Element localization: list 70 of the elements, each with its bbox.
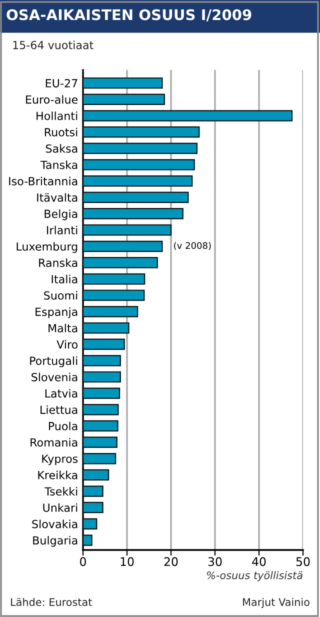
y-tick-label: Slovenia	[32, 372, 78, 382]
x-tick-label: 0	[80, 557, 86, 566]
bar	[83, 518, 98, 530]
bar	[83, 436, 118, 448]
y-tick-label: Ruotsi	[44, 128, 78, 136]
y-tick-label: Unkari	[43, 503, 78, 512]
bar	[83, 77, 163, 89]
x-tick-label: 10	[120, 557, 134, 566]
y-tick-label: Itävalta	[37, 193, 78, 202]
bar	[83, 224, 172, 236]
bar	[83, 290, 145, 301]
y-tick-label: Portugali	[30, 356, 78, 368]
y-tick-label: Belgia	[44, 209, 78, 220]
bar	[83, 126, 200, 138]
bar	[83, 486, 104, 497]
bar	[83, 110, 293, 122]
y-tick-label: Puola	[48, 422, 78, 430]
bar	[83, 159, 195, 170]
y-tick-label: Euro-alue	[26, 95, 78, 104]
chart-subtitle: 15-64 vuotiaat	[13, 40, 94, 50]
y-tick-label: Iso-Britannia	[9, 176, 78, 186]
bar	[83, 257, 158, 268]
bar	[83, 354, 121, 366]
bar	[83, 469, 110, 481]
y-tick-label: Tsekki	[44, 487, 78, 496]
x-tick-label: 20	[164, 557, 178, 566]
bar	[83, 534, 92, 546]
bar	[83, 240, 163, 252]
x-tick-label: 50	[296, 557, 310, 566]
y-tick-label: Malta	[48, 324, 78, 332]
x-tick-label: 30	[208, 557, 222, 566]
y-tick-label: Hollanti	[36, 111, 78, 120]
y-tick-label: Saksa	[46, 144, 78, 153]
chart-title: OSA-AIKAISTEN OSUUS I/2009	[6, 9, 252, 22]
y-tick-label: Romania	[30, 438, 78, 447]
bar	[83, 371, 121, 383]
bar	[83, 192, 189, 203]
annotation: (v 2008)	[174, 242, 211, 250]
bar	[83, 338, 125, 350]
y-tick-label: Irlanti	[47, 226, 78, 234]
y-tick-label: Latvia	[45, 389, 78, 398]
bar	[83, 452, 116, 464]
y-tick-label: EU-27	[46, 79, 78, 88]
bar	[83, 142, 198, 154]
y-tick-label: Italia	[52, 274, 78, 284]
bar	[83, 175, 193, 187]
text: Lähde: Eurostat	[11, 598, 92, 606]
y-tick-label: Kreikka	[38, 470, 78, 480]
x-tick-label: 40	[252, 557, 266, 566]
y-tick-label: Suomi	[44, 291, 78, 300]
bar	[83, 208, 184, 220]
bar	[83, 420, 118, 432]
x-axis-title: %-osuus työllisistä	[207, 571, 302, 582]
y-tick-label: Luxemburg	[16, 242, 78, 253]
bar	[83, 322, 130, 334]
y-tick-label: Ranska	[39, 258, 78, 268]
bar	[83, 388, 120, 399]
y-tick-label: Tanska	[40, 160, 78, 170]
bar	[83, 502, 104, 514]
bar	[83, 404, 119, 416]
bar	[83, 306, 138, 318]
y-tick-label: Kypros	[42, 454, 78, 466]
bar	[83, 94, 165, 106]
text: Marjut Vainio	[243, 598, 310, 608]
y-tick-label: Bulgaria	[33, 536, 78, 547]
y-tick-label: Slovakia	[32, 520, 78, 528]
y-tick-label: Liettua	[40, 405, 78, 414]
bar	[83, 273, 146, 285]
y-tick-label: Viro	[56, 340, 78, 349]
y-tick-label: Espanja	[36, 307, 78, 318]
